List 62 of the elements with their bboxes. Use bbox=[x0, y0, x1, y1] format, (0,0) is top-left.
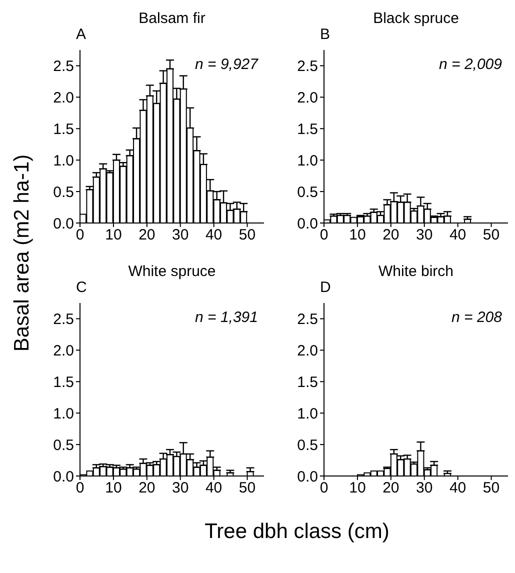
y-tick-label: 2.0 bbox=[297, 90, 318, 107]
chart-title: Balsam fir bbox=[138, 10, 206, 27]
annotation: n = 9,927 bbox=[195, 56, 258, 73]
y-tick-label: 1.5 bbox=[53, 374, 74, 391]
x-tick-label: 50 bbox=[482, 480, 500, 497]
x-tick-label: 0 bbox=[76, 226, 84, 244]
y-tick-label: 1.0 bbox=[53, 152, 74, 170]
x-axis-title: Tree dbh class (cm) bbox=[204, 520, 390, 544]
y-tick-label: 2.5 bbox=[53, 311, 74, 328]
y-tick-label: 0.5 bbox=[53, 436, 74, 454]
x-tick-label: 40 bbox=[449, 480, 466, 497]
x-tick-label: 0 bbox=[320, 226, 328, 244]
y-tick-label: 0.0 bbox=[53, 215, 74, 232]
annotation: n = 208 bbox=[452, 309, 502, 326]
x-tick-label: 20 bbox=[138, 226, 156, 244]
y-tick-label: 2.0 bbox=[53, 90, 74, 107]
text: A bbox=[76, 26, 86, 43]
y-axis-title: Basal area (m2 ha-1) bbox=[11, 154, 35, 352]
x-tick-label: 50 bbox=[238, 226, 256, 244]
x-tick-label: 10 bbox=[349, 226, 366, 244]
y-tick-label: 1.5 bbox=[297, 120, 318, 138]
y-tick-label: 2.0 bbox=[53, 342, 74, 360]
annotation: n = 1,391 bbox=[195, 309, 258, 326]
annotation: n = 2,009 bbox=[439, 56, 502, 73]
x-tick-label: 20 bbox=[382, 480, 400, 497]
y-tick-label: 2.5 bbox=[297, 58, 318, 76]
x-tick-label: 10 bbox=[105, 480, 122, 497]
x-tick-label: 30 bbox=[172, 226, 189, 244]
chart-title: White birch bbox=[377, 263, 455, 280]
x-tick-label: 40 bbox=[205, 226, 222, 244]
y-tick-label: 2.5 bbox=[53, 58, 74, 76]
y-tick-label: 2.5 bbox=[297, 311, 318, 328]
text: D bbox=[320, 279, 331, 296]
y-tick-label: 1.0 bbox=[53, 405, 74, 422]
y-tick-label: 0.5 bbox=[297, 436, 318, 454]
x-tick-label: 0 bbox=[76, 480, 84, 497]
y-tick-label: 1.5 bbox=[53, 120, 74, 138]
x-tick-label: 0 bbox=[320, 480, 328, 497]
x-tick-label: 50 bbox=[482, 226, 500, 244]
y-tick-label: 1.5 bbox=[297, 374, 318, 391]
x-tick-label: 40 bbox=[449, 226, 466, 244]
text: C bbox=[76, 279, 87, 296]
x-tick-label: 10 bbox=[105, 226, 122, 244]
chart-title: Black spruce bbox=[372, 10, 460, 27]
x-tick-label: 30 bbox=[416, 226, 433, 244]
y-tick-label: 0.5 bbox=[297, 184, 318, 201]
x-tick-label: 10 bbox=[349, 480, 366, 497]
x-tick-label: 30 bbox=[416, 480, 433, 497]
y-tick-label: 0.0 bbox=[53, 468, 74, 486]
x-tick-label: 20 bbox=[138, 480, 156, 497]
x-tick-label: 50 bbox=[238, 480, 256, 497]
y-tick-label: 0.0 bbox=[297, 468, 318, 486]
chart-title: White spruce bbox=[127, 263, 217, 280]
x-tick-label: 20 bbox=[382, 226, 400, 244]
y-tick-label: 2.0 bbox=[297, 342, 318, 360]
y-tick-label: 0.5 bbox=[53, 184, 74, 201]
y-tick-label: 1.0 bbox=[297, 152, 318, 170]
text: B bbox=[320, 26, 330, 43]
x-tick-label: 30 bbox=[172, 480, 189, 497]
y-tick-label: 1.0 bbox=[297, 405, 318, 422]
x-tick-label: 40 bbox=[205, 480, 222, 497]
y-tick-label: 0.0 bbox=[297, 215, 318, 232]
